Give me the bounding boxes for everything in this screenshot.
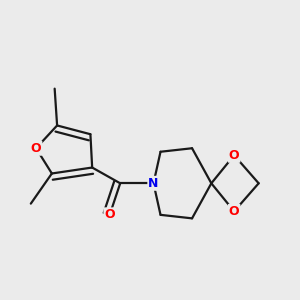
Text: O: O — [31, 142, 41, 155]
Text: O: O — [104, 208, 115, 221]
Text: O: O — [229, 149, 239, 162]
Text: N: N — [148, 177, 159, 190]
Text: O: O — [229, 205, 239, 218]
